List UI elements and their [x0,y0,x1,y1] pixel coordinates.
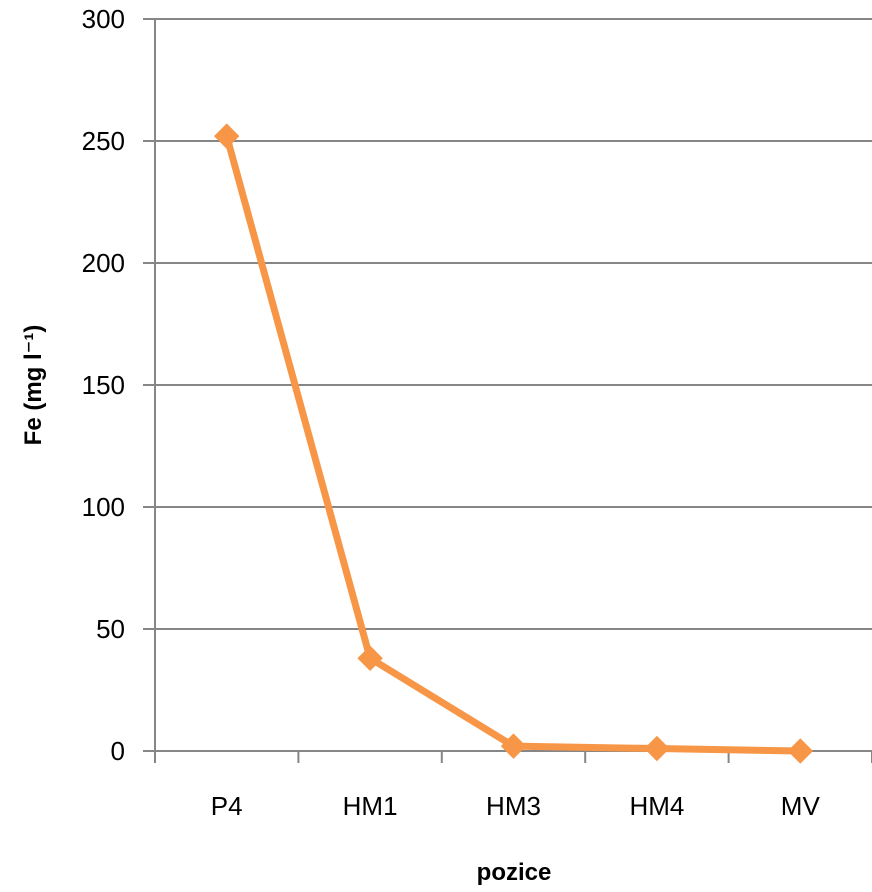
y-tick-label-0: 0 [111,736,125,766]
x-tick-label-HM1: HM1 [343,791,398,821]
data-point-HM3 [500,733,527,759]
axes [143,18,872,763]
y-axis-title: Fe (mg l⁻¹) [20,325,47,446]
x-axis-title: pozice [477,859,552,886]
y-tick-labels: 0 50 100 150 200 250 300 [82,4,125,766]
data-point-HM4 [644,735,670,762]
y-tick-label-100: 100 [82,492,125,522]
data-point-MV [787,738,814,764]
x-tick-label-P4: P4 [211,791,243,821]
y-tick-label-50: 50 [96,614,125,644]
y-tick-label-300: 300 [82,4,125,34]
series-layer [213,123,814,764]
y-tick-label-200: 200 [82,248,125,278]
data-point-P4 [213,123,240,149]
data-point-HM1 [357,645,383,671]
gridlines [155,18,872,630]
y-tick-label-250: 250 [82,126,125,156]
series-line-0 [223,132,804,755]
x-tick-labels: P4 HM1 HM3 HM4 MV [211,791,821,821]
x-tick-label-HM3: HM3 [486,791,541,821]
x-tick-label-MV: MV [781,791,821,821]
y-tick-label-150: 150 [82,370,125,400]
x-tick-label-HM4: HM4 [629,791,684,821]
